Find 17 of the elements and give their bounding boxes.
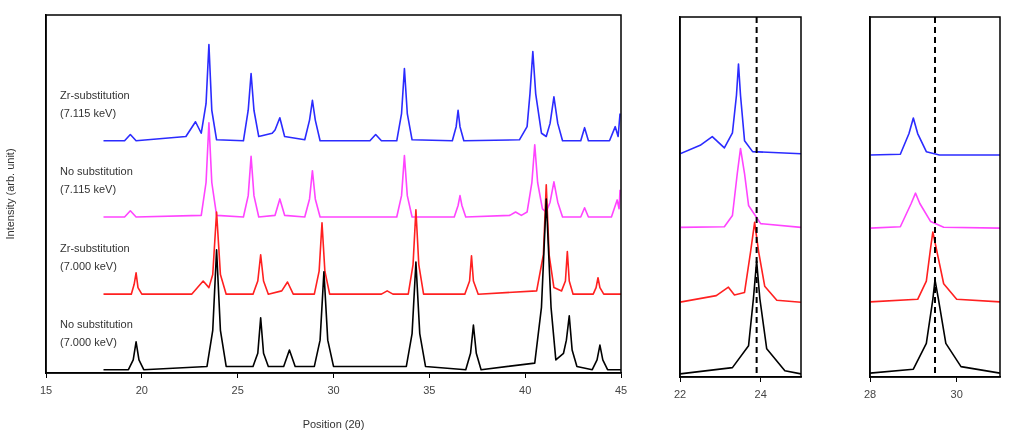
x-tick-label: 30 <box>327 383 340 396</box>
x-tick-label: 30 <box>950 387 963 400</box>
x-tick-label: 22 <box>673 387 687 400</box>
x-tick-label: 45 <box>614 383 628 396</box>
series-label: Zr-substitution (7.115 keV) <box>60 88 130 119</box>
x-axis-title: Position (2θ) <box>302 418 365 431</box>
x-tick-label: 15 <box>39 383 53 396</box>
x-tick-label: 20 <box>135 383 148 396</box>
x-tick-label: 24 <box>754 387 767 400</box>
series-label: No substitution (7.115 keV) <box>60 165 133 196</box>
x-tick-label: 28 <box>863 387 877 400</box>
y-axis-title: Intensity (arb. unit) <box>3 148 16 240</box>
x-tick-label: 35 <box>423 383 436 396</box>
x-tick-label: 40 <box>519 383 532 396</box>
series-label: No substitution (7.000 keV) <box>60 317 133 348</box>
x-tick-label: 25 <box>231 383 244 396</box>
series-label: Zr-substitution (7.000 keV) <box>60 242 130 273</box>
